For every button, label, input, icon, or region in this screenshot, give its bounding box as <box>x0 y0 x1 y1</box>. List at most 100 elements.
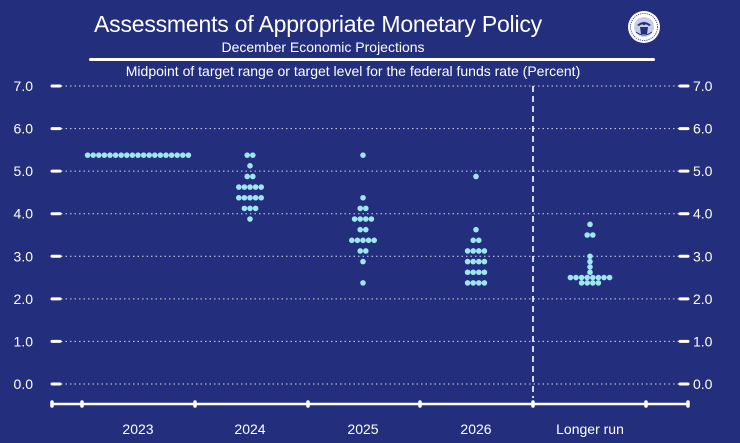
dot-point <box>118 152 124 158</box>
y-tick-label-right: 5.0 <box>693 163 713 179</box>
dot-point <box>124 152 130 158</box>
y-tick-label-right: 6.0 <box>693 121 713 137</box>
dot-point <box>247 163 253 169</box>
y-tick-label-right: 0.0 <box>693 376 713 392</box>
dot-point <box>363 216 369 222</box>
dot-point <box>587 221 593 228</box>
dot-point <box>244 152 250 158</box>
dot-point <box>584 274 590 281</box>
dot-point <box>146 152 152 158</box>
x-category-label: 2024 <box>234 421 265 437</box>
y-tick-label-right: 4.0 <box>693 206 713 222</box>
dot-point <box>587 258 593 265</box>
dot-point <box>168 152 175 158</box>
dot-point <box>152 152 158 158</box>
dot-point <box>357 216 364 222</box>
dot-point <box>84 152 91 158</box>
dot-point <box>584 280 590 286</box>
dot-point <box>601 274 607 281</box>
dot-point <box>360 237 366 244</box>
dot-point <box>174 152 180 158</box>
dot-point <box>360 280 366 286</box>
dot-point <box>357 205 364 212</box>
dot-point <box>464 248 471 254</box>
y-tick-label-left: 5.0 <box>14 163 34 179</box>
dot-point <box>476 237 482 244</box>
dot-point <box>349 237 355 244</box>
dot-point <box>595 280 602 286</box>
dot-point <box>470 280 477 286</box>
title-divider <box>89 58 655 61</box>
dot-point <box>590 280 596 286</box>
dot-point <box>578 274 585 281</box>
dot-point <box>368 216 375 222</box>
dot-point <box>244 173 250 180</box>
dot-point <box>464 269 471 276</box>
dot-point <box>476 269 482 276</box>
dot-point <box>354 237 361 244</box>
y-tick-label-left: 3.0 <box>14 248 34 264</box>
dot-point <box>481 280 488 286</box>
dot-point <box>470 248 477 254</box>
dot-point <box>360 194 366 201</box>
x-category-label: Longer run <box>556 421 624 437</box>
dot-point <box>250 173 256 180</box>
y-tick-label-right: 2.0 <box>693 291 713 307</box>
y-tick-label-left: 6.0 <box>14 121 34 137</box>
dot-point <box>363 248 369 254</box>
dot-point <box>587 264 593 270</box>
dot-point <box>90 152 96 158</box>
y-tick-label-left: 2.0 <box>14 291 34 307</box>
dot-point <box>365 237 372 244</box>
dot-point <box>481 258 488 265</box>
dot-point <box>185 152 192 158</box>
dot-point <box>476 280 482 286</box>
dot-point <box>357 248 364 254</box>
dot-point <box>606 274 613 281</box>
dot-point <box>590 232 596 238</box>
dot-point <box>587 269 593 276</box>
dot-point <box>101 152 108 158</box>
dot-point <box>464 258 471 265</box>
x-category-label: 2023 <box>122 421 153 437</box>
dot-point <box>247 184 253 190</box>
dot-point <box>258 184 265 190</box>
federal-reserve-seal-icon <box>628 11 660 43</box>
chart-title: Midpoint of target range or target level… <box>125 63 581 79</box>
dot-point <box>371 237 378 244</box>
dot-point <box>590 274 596 281</box>
dot-point <box>573 274 579 281</box>
y-tick-label-right: 7.0 <box>693 78 713 94</box>
dot-point <box>247 216 253 222</box>
dot-point <box>135 152 141 158</box>
page-title: Assessments of Appropriate Monetary Poli… <box>94 11 542 37</box>
dot-point <box>112 152 119 158</box>
dot-point <box>241 205 248 212</box>
y-tick-label-left: 7.0 <box>14 78 34 94</box>
dot-point <box>363 205 369 212</box>
dot-point <box>236 184 242 190</box>
dot-point <box>473 226 479 233</box>
dot-point <box>470 269 477 276</box>
dot-point <box>241 184 248 190</box>
dot-point <box>157 152 164 158</box>
dot-point <box>584 232 590 238</box>
y-tick-label-right: 3.0 <box>693 248 713 264</box>
dot-point <box>258 194 265 201</box>
y-tick-label-right: 1.0 <box>693 333 713 349</box>
dot-point <box>180 152 186 158</box>
dot-point <box>252 205 259 212</box>
dot-point <box>351 216 358 222</box>
y-tick-label-left: 1.0 <box>14 333 34 349</box>
dot-point <box>247 205 253 212</box>
dot-point <box>360 152 366 158</box>
dot-point <box>163 152 169 158</box>
page-subtitle: December Economic Projections <box>221 39 425 55</box>
dot-point <box>247 194 253 201</box>
dot-point <box>470 258 477 265</box>
dot-point <box>595 274 602 281</box>
dot-point <box>107 152 113 158</box>
y-tick-label-left: 4.0 <box>14 206 34 222</box>
dot-point <box>250 152 256 158</box>
